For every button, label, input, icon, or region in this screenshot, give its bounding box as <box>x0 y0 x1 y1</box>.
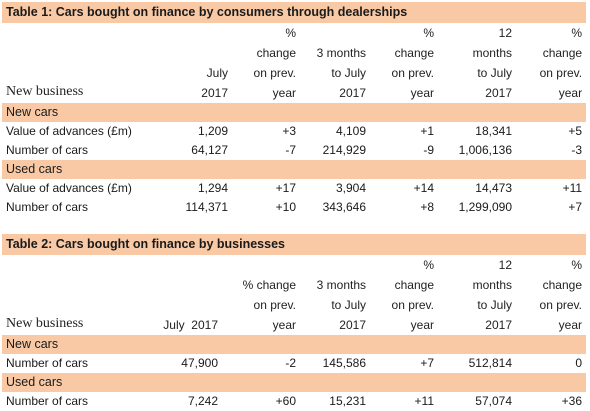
table-row: Value of advances (£m) 1,209 +3 4,109 +1… <box>2 122 586 141</box>
section-label: New cars <box>2 103 587 122</box>
header-12-months: 12 months to July 2017 <box>472 258 512 332</box>
row-label: Number of cars <box>6 394 89 408</box>
section-label: Used cars <box>2 373 586 392</box>
header-pct-change-3: % change on prev. year <box>539 26 583 100</box>
cell: +8 <box>420 200 434 214</box>
cell: -3 <box>571 143 583 157</box>
cell: 47,900 <box>181 356 218 370</box>
cell: 64,127 <box>191 143 228 157</box>
cell: -9 <box>423 143 434 157</box>
cell: 15,231 <box>329 394 366 408</box>
cell: +1 <box>420 124 434 138</box>
cell: 214,929 <box>322 143 366 157</box>
row-label: Number of cars <box>6 143 89 157</box>
cell: -2 <box>285 356 296 370</box>
header-row: New business July 2017 % change on prev. yea… <box>2 23 586 103</box>
new-business-header: New business <box>6 316 84 331</box>
header-12-months: 12 months to July 2017 <box>472 26 512 100</box>
cell: 1,299,090 <box>458 200 512 214</box>
cell: +10 <box>275 200 296 214</box>
table-title-row: Table 1: Cars bought on finance by consu… <box>2 2 587 23</box>
cell: 114,371 <box>185 200 229 214</box>
cell: +7 <box>568 200 583 214</box>
cell: +7 <box>420 356 434 370</box>
cell: 1,006,136 <box>458 143 512 157</box>
cell: 3,904 <box>335 181 366 195</box>
cell: 0 <box>575 356 582 370</box>
section-row-used-cars: Used cars <box>2 373 586 392</box>
section-row-new-cars: New cars <box>2 335 586 354</box>
header-pct-change-2: % change on prev. year <box>391 26 434 100</box>
cell: 1,209 <box>197 124 228 138</box>
cell: 14,473 <box>475 181 512 195</box>
header-pct-change-3: % change on prev. year <box>539 258 582 332</box>
cell: 1,294 <box>197 181 228 195</box>
table-row: Value of advances (£m) 1,294 +17 3,904 +… <box>2 179 586 198</box>
row-label: Number of cars <box>6 356 89 370</box>
table-row: Number of cars 64,127 -7 214,929 -9 1,00… <box>2 141 586 160</box>
header-pct-change-1: % change on prev. year <box>242 278 296 332</box>
cell: -7 <box>285 143 296 157</box>
cell: 145,586 <box>322 356 366 370</box>
header-pct-change-1: % change on prev. year <box>253 26 296 100</box>
row-label: Value of advances (£m) <box>6 124 132 138</box>
header-3-months: 3 months to July 2017 <box>316 278 366 332</box>
cell: 18,341 <box>475 124 512 138</box>
cell: +17 <box>275 181 296 195</box>
header-row: New business July 2017 % change on prev. y… <box>2 255 586 335</box>
section-row-new-cars: New cars <box>2 103 587 122</box>
header-july: July 2017 <box>201 66 228 100</box>
cell: +3 <box>282 124 296 138</box>
header-pct-change-2: % change on prev. year <box>391 258 434 332</box>
cell: +11 <box>562 181 583 195</box>
section-row-used-cars: Used cars <box>2 160 587 179</box>
cell: 57,074 <box>475 394 512 408</box>
cell: 343,646 <box>322 200 366 214</box>
cell: +14 <box>413 181 434 195</box>
cell: +60 <box>275 394 296 408</box>
cell: +5 <box>568 124 583 138</box>
table-title: Table 2: Cars bought on finance by busin… <box>2 234 586 255</box>
cell: 7,242 <box>187 394 218 408</box>
row-label: Number of cars <box>6 200 89 214</box>
table-row: Number of cars 114,371 +10 343,646 +8 1,… <box>2 198 586 217</box>
section-label: New cars <box>2 335 586 354</box>
section-label: Used cars <box>2 160 587 179</box>
cell: 512,814 <box>468 356 512 370</box>
table-title: Table 1: Cars bought on finance by consu… <box>2 2 587 23</box>
table-title-row: Table 2: Cars bought on finance by busin… <box>2 234 586 255</box>
cell: +36 <box>561 394 582 408</box>
table-businesses: Table 2: Cars bought on finance by busin… <box>2 234 586 411</box>
table-row: Number of cars 7,242 +60 15,231 +11 57,0… <box>2 392 586 411</box>
cell: 4,109 <box>335 124 366 138</box>
header-3-months: 3 months to July 2017 <box>316 46 366 100</box>
row-label: Value of advances (£m) <box>6 181 132 195</box>
table-consumers: Table 1: Cars bought on finance by consu… <box>2 2 587 217</box>
table-row: Number of cars 47,900 -2 145,586 +7 512,… <box>2 354 586 373</box>
header-july: July 2017 <box>163 318 218 332</box>
cell: +11 <box>414 394 434 408</box>
new-business-header: New business <box>6 84 84 99</box>
